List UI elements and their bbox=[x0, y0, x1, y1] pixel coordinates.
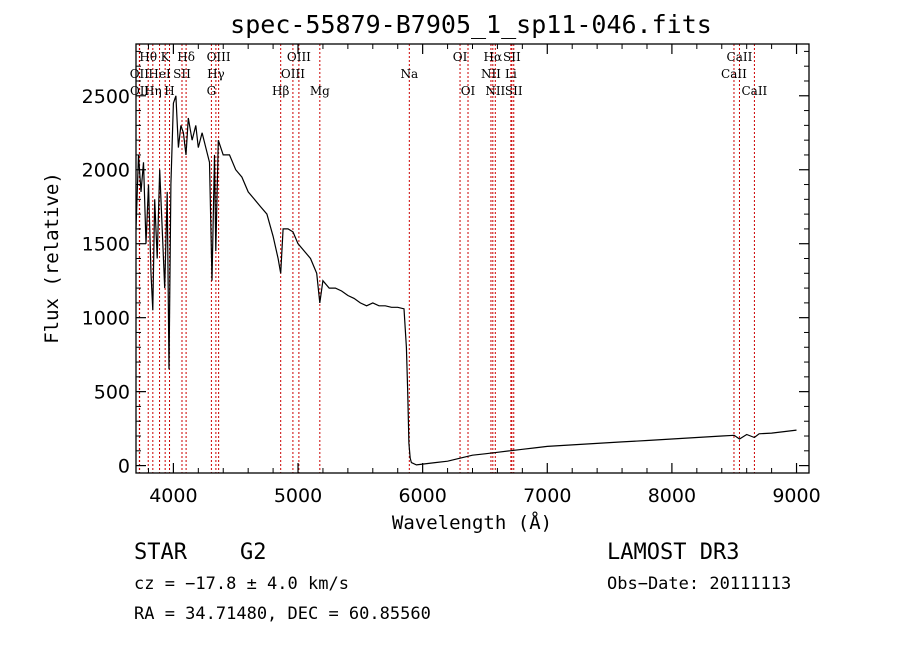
x-tick-label: 9000 bbox=[772, 485, 820, 507]
x-tick-label: 7000 bbox=[523, 485, 571, 507]
plot-frame bbox=[135, 43, 810, 474]
line-label: SII bbox=[173, 67, 191, 81]
line-label: Hδ bbox=[177, 50, 195, 64]
line-label: H bbox=[164, 84, 174, 98]
survey-name: LAMOST DR3 bbox=[607, 540, 739, 565]
line-label: OIII bbox=[207, 50, 231, 64]
spectrum-line bbox=[135, 95, 797, 466]
line-label: Hη bbox=[144, 84, 162, 98]
line-label: OI bbox=[461, 84, 476, 98]
y-tick-label: 1500 bbox=[82, 234, 130, 256]
line-label: OII bbox=[130, 84, 150, 98]
x-tick-label: 8000 bbox=[648, 485, 696, 507]
line-label: Hα bbox=[484, 50, 503, 64]
line-label: OIII bbox=[287, 50, 311, 64]
line-label: Mg bbox=[310, 84, 330, 98]
line-label: Hγ bbox=[207, 67, 225, 81]
y-tick-label: 1000 bbox=[82, 308, 130, 330]
object-subclass: G2 bbox=[240, 540, 267, 565]
line-label: OII bbox=[130, 67, 150, 81]
line-label: Hθ bbox=[139, 50, 157, 64]
observation-date: Obs−Date: 20111113 bbox=[607, 574, 791, 594]
line-label: OI bbox=[453, 50, 468, 64]
y-axis-ticks: 0 500 1000 1500 2000 2500 bbox=[82, 50, 809, 478]
redshift-info: cz = −17.8 ± 4.0 km/s bbox=[134, 574, 349, 594]
coordinates: RA = 34.71480, DEC = 60.85560 bbox=[134, 604, 431, 624]
line-label: Hβ bbox=[272, 84, 289, 98]
line-label: K bbox=[161, 50, 171, 64]
line-label: Li bbox=[505, 67, 517, 81]
x-axis-ticks: 4000 5000 6000 7000 8000 9000 bbox=[147, 44, 821, 507]
line-label: HeI bbox=[148, 67, 171, 81]
x-axis-label: Wavelength (Å) bbox=[392, 511, 552, 534]
line-label: CaII bbox=[721, 67, 747, 81]
line-label: OIII bbox=[281, 67, 305, 81]
line-label: NII bbox=[481, 67, 501, 81]
line-markers bbox=[138, 44, 755, 473]
y-axis-label: Flux (relative) bbox=[41, 172, 63, 344]
line-label: SII bbox=[503, 50, 521, 64]
x-tick-label: 6000 bbox=[398, 485, 446, 507]
line-label: G bbox=[207, 84, 217, 98]
y-tick-label: 2000 bbox=[82, 160, 130, 182]
line-label: CaII bbox=[741, 84, 767, 98]
line-label: SII bbox=[505, 84, 523, 98]
object-class: STAR bbox=[134, 540, 188, 565]
y-tick-label: 0 bbox=[118, 456, 130, 478]
y-tick-label: 2500 bbox=[82, 86, 130, 108]
y-tick-label: 500 bbox=[94, 382, 130, 404]
line-label: CaII bbox=[727, 50, 753, 64]
x-tick-label: 5000 bbox=[274, 485, 322, 507]
line-label: NII bbox=[485, 84, 505, 98]
chart-title: spec-55879-B7905_1_sp11-046.fits bbox=[230, 10, 712, 39]
x-tick-label: 4000 bbox=[149, 485, 197, 507]
line-label: Na bbox=[400, 67, 418, 81]
